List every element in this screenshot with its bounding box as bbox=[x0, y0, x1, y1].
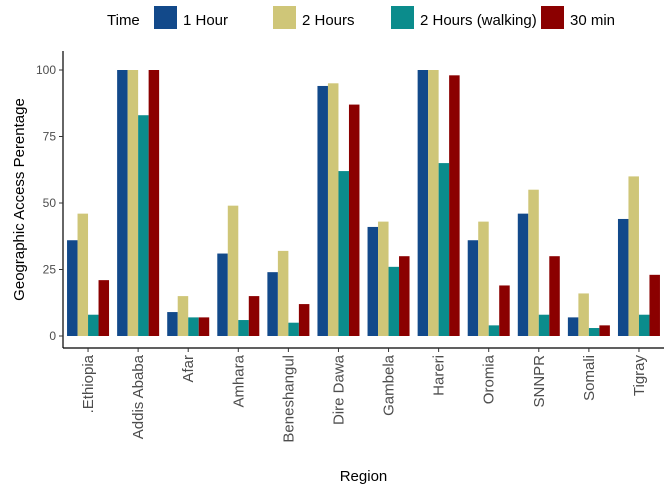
bar-2-hours-walking-amhara bbox=[238, 320, 249, 336]
bar-2-hours-walking-ethiopia bbox=[88, 314, 99, 336]
bar-2-hours-walking-snnpr bbox=[538, 314, 550, 336]
bar-2-hours-walking-somali bbox=[588, 328, 600, 336]
bar-2-hours-gambela bbox=[378, 221, 389, 336]
y-axis: 0 25 50 75 100 bbox=[36, 51, 64, 348]
bar-30-min-ethiopia bbox=[98, 280, 110, 336]
x-tick-label: .Ethiopia bbox=[80, 354, 97, 413]
x-tick-label: Afar bbox=[180, 355, 197, 383]
y-axis-label: Geographic Access Perentage bbox=[11, 98, 28, 301]
bar-2-hours-walking-dire-dawa bbox=[338, 171, 349, 336]
x-tick-label: Addis Ababa bbox=[130, 354, 147, 439]
bar-1-hour-somali bbox=[567, 317, 579, 336]
bar-1-hour-addis-ababa bbox=[117, 70, 128, 336]
x-tick-label: Gambela bbox=[381, 354, 398, 416]
x-tick-label: Dire Dawa bbox=[330, 354, 347, 425]
bar-1-hour-ethiopia bbox=[67, 240, 78, 336]
bar-2-hours-walking-addis-ababa bbox=[138, 115, 149, 336]
x-tick-label: Tigray bbox=[631, 355, 648, 397]
bar-2-hours-oromia bbox=[478, 221, 489, 336]
x-tick-label: Beneshangul bbox=[280, 355, 297, 443]
x-tick-label: Amhara bbox=[230, 354, 247, 407]
bar-30-min-somali bbox=[599, 325, 610, 336]
legend-label: 2 Hours bbox=[302, 12, 355, 29]
bar-2-hours-tigray bbox=[628, 176, 639, 336]
bar-2-hours-addis-ababa bbox=[127, 70, 139, 336]
bar-2-hours-walking-beneshangul bbox=[288, 322, 299, 336]
x-tick-label: Oromia bbox=[481, 354, 498, 404]
bar-30-min-hareri bbox=[449, 75, 460, 336]
bar-1-hour-gambela bbox=[367, 226, 379, 336]
y-tick-label: 75 bbox=[43, 130, 57, 144]
bar-30-min-tigray bbox=[649, 274, 660, 336]
bar-2-hours-ethiopia bbox=[77, 213, 89, 336]
bar-1-hour-amhara bbox=[217, 253, 228, 336]
plot-area bbox=[67, 70, 660, 337]
legend-swatch bbox=[273, 6, 296, 29]
legend-label: 30 min bbox=[570, 12, 615, 29]
x-tick-label: SNNPR bbox=[531, 355, 548, 408]
y-tick-label: 0 bbox=[49, 329, 56, 343]
x-axis: .Ethiopia Addis Ababa Afar Amhara Beneshangu… bbox=[63, 347, 664, 443]
bar-2-hours-walking-gambela bbox=[388, 266, 400, 336]
bar-2-hours-walking-tigray bbox=[638, 314, 650, 336]
bar-30-min-amhara bbox=[248, 296, 260, 336]
bar-30-min-gambela bbox=[399, 256, 410, 336]
legend-swatch bbox=[391, 6, 414, 29]
bar-1-hour-dire-dawa bbox=[317, 85, 328, 337]
bar-1-hour-hareri bbox=[417, 70, 429, 336]
bar-2-hours-dire-dawa bbox=[327, 83, 339, 336]
bar-2-hours-walking-afar bbox=[188, 317, 199, 336]
legend-swatch bbox=[541, 6, 564, 29]
bar-30-min-oromia bbox=[499, 285, 510, 336]
legend-label: 2 Hours (walking) bbox=[420, 12, 537, 29]
bar-2-hours-somali bbox=[578, 293, 589, 336]
bar-1-hour-oromia bbox=[467, 240, 479, 336]
y-tick-label: 25 bbox=[43, 263, 57, 277]
legend-title: Time bbox=[107, 12, 140, 29]
bar-30-min-afar bbox=[198, 317, 210, 336]
bar-2-hours-afar bbox=[177, 296, 189, 336]
bar-2-hours-walking-hareri bbox=[438, 163, 450, 336]
bar-2-hours-hareri bbox=[428, 70, 439, 336]
y-tick-label: 50 bbox=[43, 196, 57, 210]
legend-label: 1 Hour bbox=[183, 12, 228, 29]
x-tick-label: Somali bbox=[581, 355, 598, 401]
bar-30-min-snnpr bbox=[549, 256, 560, 336]
legend: Time 1 Hour 2 Hours 2 Hours (walking) 30 mi… bbox=[107, 6, 615, 29]
bar-1-hour-beneshangul bbox=[267, 272, 278, 336]
x-axis-label: Region bbox=[340, 468, 388, 485]
bar-2-hours-amhara bbox=[227, 205, 239, 336]
y-tick-label: 100 bbox=[36, 63, 56, 77]
bar-30-min-addis-ababa bbox=[148, 70, 160, 336]
legend-swatch bbox=[154, 6, 177, 29]
bar-2-hours-walking-oromia bbox=[488, 325, 500, 336]
bar-2-hours-snnpr bbox=[528, 189, 539, 336]
x-tick-label: Hareri bbox=[431, 355, 448, 396]
bar-1-hour-afar bbox=[167, 312, 178, 336]
bar-30-min-beneshangul bbox=[298, 304, 310, 336]
bar-1-hour-snnpr bbox=[517, 213, 529, 336]
bar-30-min-dire-dawa bbox=[348, 104, 360, 336]
bar-2-hours-beneshangul bbox=[277, 250, 289, 336]
bar-1-hour-tigray bbox=[617, 218, 629, 336]
